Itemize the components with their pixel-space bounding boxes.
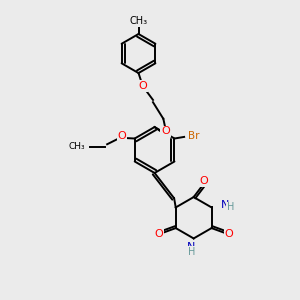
Text: O: O [161,126,170,136]
Text: CH₃: CH₃ [130,16,148,26]
Text: O: O [118,131,126,141]
Text: H: H [227,202,235,212]
Text: N: N [221,200,230,210]
Text: Br: Br [188,131,200,141]
Text: O: O [154,229,163,239]
Text: O: O [224,229,233,239]
Text: CH₃: CH₃ [68,142,85,151]
Text: O: O [138,81,147,91]
Text: O: O [200,176,208,187]
Text: H: H [188,247,195,257]
Text: N: N [187,242,196,252]
